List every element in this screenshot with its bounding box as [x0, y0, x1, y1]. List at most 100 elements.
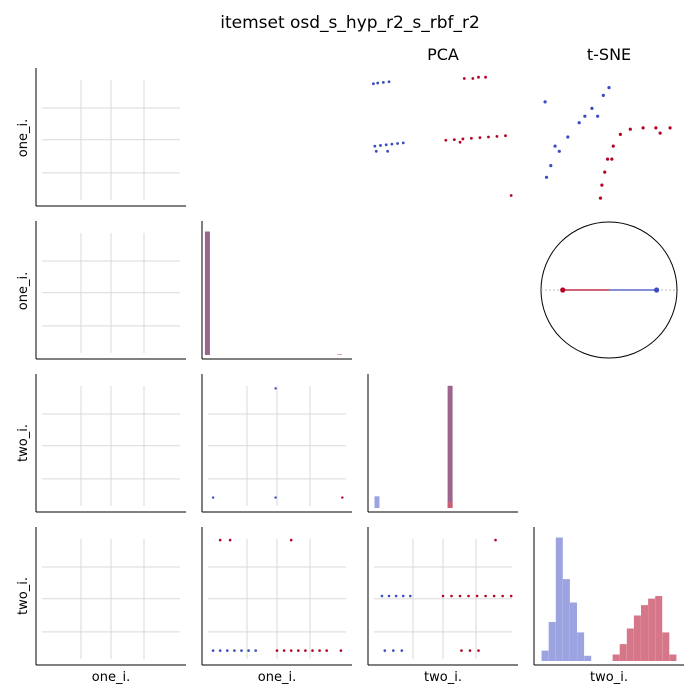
- scatter-r4c3-point-0-3: [401, 594, 405, 598]
- row-label-2: one_i.: [16, 272, 31, 310]
- figure-title: itemset osd_s_hyp_r2_s_rbf_r2: [220, 13, 480, 33]
- pca-scatter-point-0-5: [379, 144, 382, 147]
- pca-scatter-point-1-2: [461, 137, 465, 141]
- panels-layer: [35, 68, 684, 666]
- tsne-scatter-point-0-9: [553, 144, 557, 148]
- tsne-scatter-point-1-8: [654, 126, 658, 130]
- pca-scatter-point-1-12: [484, 75, 487, 79]
- pca-scatter-point-0-9: [401, 141, 405, 145]
- scatter-r4c3-point-0-6: [392, 649, 395, 652]
- col-label-1: one_i.: [92, 670, 130, 685]
- scatter-r4c3-point-1-0: [441, 594, 445, 598]
- hist-r4c4-bar-0-3: [562, 579, 570, 661]
- pca-scatter-point-1-4: [478, 136, 482, 140]
- scatter-r4c2-point-0-3: [233, 649, 236, 652]
- tsne-scatter-point-1-1: [600, 183, 604, 187]
- hist-r4c4-bar-0-2: [555, 537, 563, 661]
- hist-r4c4-bar-1-7: [662, 632, 670, 661]
- tsne-scatter-point-0-7: [601, 93, 605, 97]
- pca-scatter-point-1-5: [487, 135, 490, 139]
- polar-blue-point: [654, 287, 660, 293]
- scatter-r4c3-point-1-8: [509, 594, 513, 598]
- scatter-r4c3-point-1-11: [477, 649, 480, 652]
- scatter-r4c2-point-1-0: [275, 649, 279, 652]
- pca-scatter-point-1-6: [495, 134, 499, 138]
- pca-scatter-point-0-4: [373, 144, 377, 148]
- tsne-scatter-point-1-0: [598, 196, 603, 200]
- hist-r4c4-bar-1-1: [619, 644, 627, 661]
- scatter-r4c2-point-0-1: [218, 649, 222, 652]
- pca-scatter-point-1-0: [444, 138, 448, 142]
- scatter-r4c2-point-0-0: [211, 649, 215, 652]
- tsne-scatter-point-0-3: [557, 149, 561, 153]
- scatter-r4c3-point-1-7: [501, 594, 504, 598]
- scatter-r4c2-point-1-1: [282, 649, 286, 652]
- pca-scatter-point-1-7: [504, 134, 507, 138]
- tsne-scatter-point-0-1: [544, 175, 549, 179]
- pca-scatter-point-0-11: [386, 149, 390, 153]
- tsne-scatter-point-0-0: [543, 100, 547, 104]
- scatter-r4c2-point-0-2: [226, 649, 229, 652]
- col-label-3: two_i.: [424, 670, 462, 685]
- scatter-r4c3-point-1-10: [468, 649, 472, 652]
- row-label-1: one_i.: [16, 119, 31, 157]
- scatter-r4c2-point-0-5: [247, 649, 250, 652]
- scatter-r4c2-point-1-3: [297, 649, 300, 652]
- tsne-scatter-point-0-6: [590, 106, 594, 110]
- scatter-r4c2-point-0-4: [240, 649, 243, 652]
- pca-scatter-point-1-1: [452, 138, 456, 142]
- hist-r4c4-bar-1-3: [633, 615, 641, 661]
- pca-scatter-point-1-8: [458, 140, 462, 144]
- row-label-4: two_i.: [16, 577, 31, 615]
- hist-r4c4-bar-1-6: [655, 596, 663, 661]
- hist-r4c4-bar-0-4: [570, 602, 577, 661]
- hist-r4c4-bar-0-5: [577, 632, 585, 661]
- tsne-scatter-point-1-4: [611, 144, 615, 148]
- tsne-scatter-point-1-5: [618, 132, 622, 136]
- scatter-r4c3-point-1-5: [484, 594, 487, 598]
- scatter-r4c2-point-0-6: [254, 649, 257, 652]
- pca-scatter-point-0-1: [376, 81, 380, 85]
- scatter-r4c2-point-1-6: [318, 649, 321, 652]
- tsne-scatter-point-0-11: [596, 114, 600, 118]
- pca-scatter-point-1-10: [471, 77, 475, 80]
- scatter-r4c3-point-1-12: [494, 538, 497, 542]
- scatter-r3c2-point-0-1: [274, 387, 277, 390]
- scatter-r3c2-point-0-2: [274, 496, 277, 499]
- scatter-r4c2-point-1-7: [325, 649, 329, 652]
- scatter-r4c3-point-1-4: [475, 594, 479, 598]
- scatter-r4c3-point-1-2: [458, 594, 462, 598]
- tsne-scatter-point-0-5: [577, 121, 581, 125]
- scatter-r4c2-point-1-5: [311, 649, 314, 652]
- scatter-r4c3-point-0-2: [394, 594, 398, 598]
- pca-scatter-point-0-2: [381, 81, 385, 84]
- col-label-4: two_i.: [590, 670, 628, 685]
- tsne-scatter-point-1-11: [658, 131, 662, 135]
- hist-r4c4-bar-0-1: [548, 622, 556, 661]
- scatter-r4c3-point-1-9: [460, 649, 463, 652]
- scatter-r4c2-point-1-4: [304, 649, 307, 652]
- tsne-scatter-point-0-2: [549, 164, 553, 168]
- hist-r4c4-bar-1-8: [669, 654, 677, 661]
- scatter-r4c2-point-1-2: [289, 649, 293, 652]
- scatter-r4c2-point-1-11: [289, 538, 293, 542]
- pca-scatter-point-1-11: [477, 75, 480, 79]
- pca-scatter-point-1-3: [470, 136, 473, 140]
- scatter-r3c2-point-0-0: [211, 496, 215, 499]
- scatter-r3c2-point-1-0: [341, 496, 344, 499]
- pca-scatter-point-0-8: [396, 142, 399, 145]
- tsne-scatter-point-1-6: [628, 127, 632, 131]
- scatter-r4c2-point-1-9: [218, 538, 222, 542]
- hist-r3c3-bar-0-0: [374, 496, 380, 508]
- hist-r4c4-bar-1-2: [626, 628, 634, 661]
- polar-red-point: [560, 287, 566, 293]
- scatter-r4c3-point-0-1: [387, 594, 391, 598]
- hist-r2c2-bar-1-0: [336, 354, 342, 355]
- scatter-r4c3-point-1-3: [467, 594, 470, 598]
- scatter-r4c3-point-0-0: [380, 594, 384, 598]
- tsne-scatter-point-1-3: [605, 157, 610, 161]
- tsne-scatter-point-0-8: [607, 86, 611, 90]
- scatter-r4c3-point-1-1: [450, 594, 453, 598]
- scatter-r4c3-point-1-6: [492, 594, 496, 598]
